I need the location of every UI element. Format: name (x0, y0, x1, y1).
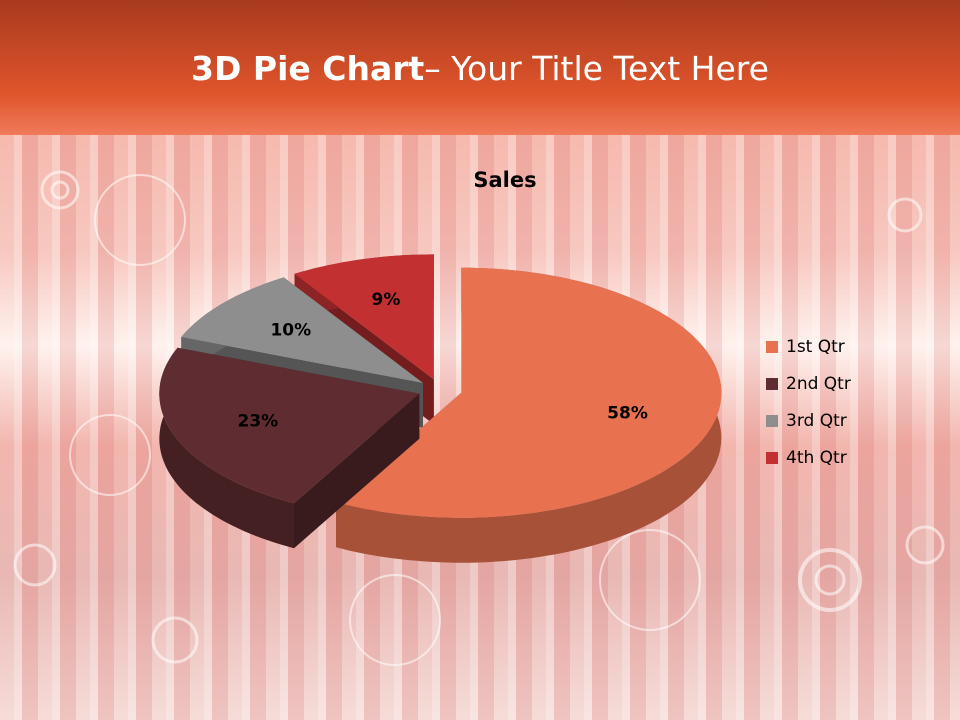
slide-title: 3D Pie Chart– Your Title Text Here (191, 49, 769, 88)
legend-swatch (766, 378, 778, 390)
slice (159, 347, 420, 549)
slide-title-bold: 3D Pie Chart (191, 49, 424, 88)
slice-top (159, 347, 420, 504)
legend-label: 2nd Qtr (786, 374, 851, 394)
decoration (13, 170, 945, 666)
chart-title: Sales (473, 168, 536, 192)
legend-swatch (766, 452, 778, 464)
slice-wall (159, 347, 294, 549)
data-label: 9% (372, 290, 401, 310)
legend-swatch (766, 341, 778, 353)
slice-wall (336, 267, 722, 563)
slice-top (336, 267, 722, 518)
title-band (0, 0, 960, 135)
data-label: 23% (237, 412, 278, 432)
legend-label: 3rd Qtr (786, 411, 847, 431)
data-label: 58% (607, 403, 648, 423)
data-label: 10% (270, 320, 311, 340)
slice-top (294, 254, 434, 380)
slice (336, 267, 722, 563)
legend-label: 1st Qtr (786, 337, 845, 357)
slice-top (181, 277, 423, 383)
legend-swatch (766, 415, 778, 427)
slide-title-rest: – Your Title Text Here (424, 49, 769, 88)
legend-label: 4th Qtr (786, 448, 847, 468)
